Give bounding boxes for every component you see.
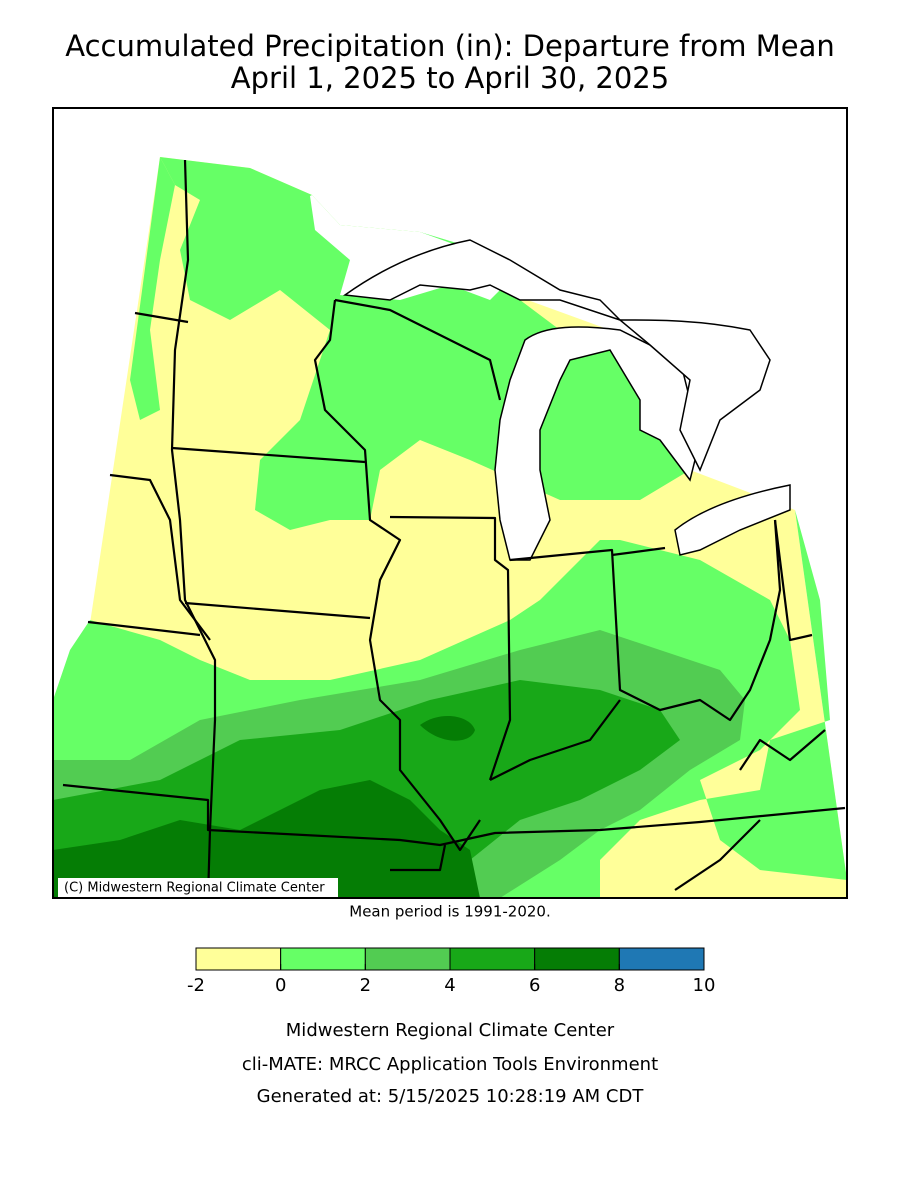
footer-line: cli-MATE: MRCC Application Tools Environ…: [242, 1054, 658, 1075]
colorbar-bin: [280, 947, 366, 971]
colorbar: -2 0 2 4 6 8 10: [187, 947, 716, 996]
precip-region: [130, 157, 175, 420]
colorbar-tick-label: 0: [275, 975, 286, 996]
subtitle: April 1, 2025 to April 30, 2025: [231, 61, 669, 95]
mean-period-note: Mean period is 1991-2020.: [349, 903, 550, 921]
colorbar-bin: [449, 947, 536, 971]
precip-region: [53, 715, 480, 898]
colorbar-bin: [364, 947, 451, 971]
colorbar-bin: [195, 947, 282, 971]
colorbar-tick-label: 4: [444, 975, 455, 996]
colorbar-tick-label: 6: [529, 975, 540, 996]
colorbar-tick-label: 10: [693, 975, 716, 996]
title: Accumulated Precipitation (in): Departur…: [65, 29, 835, 63]
colorbar-tick-label: -2: [187, 975, 205, 996]
precip-region: [160, 157, 690, 530]
colorbar-bin: [534, 947, 620, 971]
colorbar-bin: [618, 947, 705, 971]
colorbar-tick-label: 8: [614, 975, 625, 996]
map-frame: [52, 107, 848, 899]
footer-line: Midwestern Regional Climate Center: [286, 1020, 615, 1041]
credit: (C) Midwestern Regional Climate Center: [64, 881, 325, 896]
map: (C) Midwestern Regional Climate Center: [53, 108, 847, 898]
footer-line: Generated at: 5/15/2025 10:28:19 AM CDT: [257, 1086, 645, 1107]
colorbar-tick-label: 2: [360, 975, 371, 996]
